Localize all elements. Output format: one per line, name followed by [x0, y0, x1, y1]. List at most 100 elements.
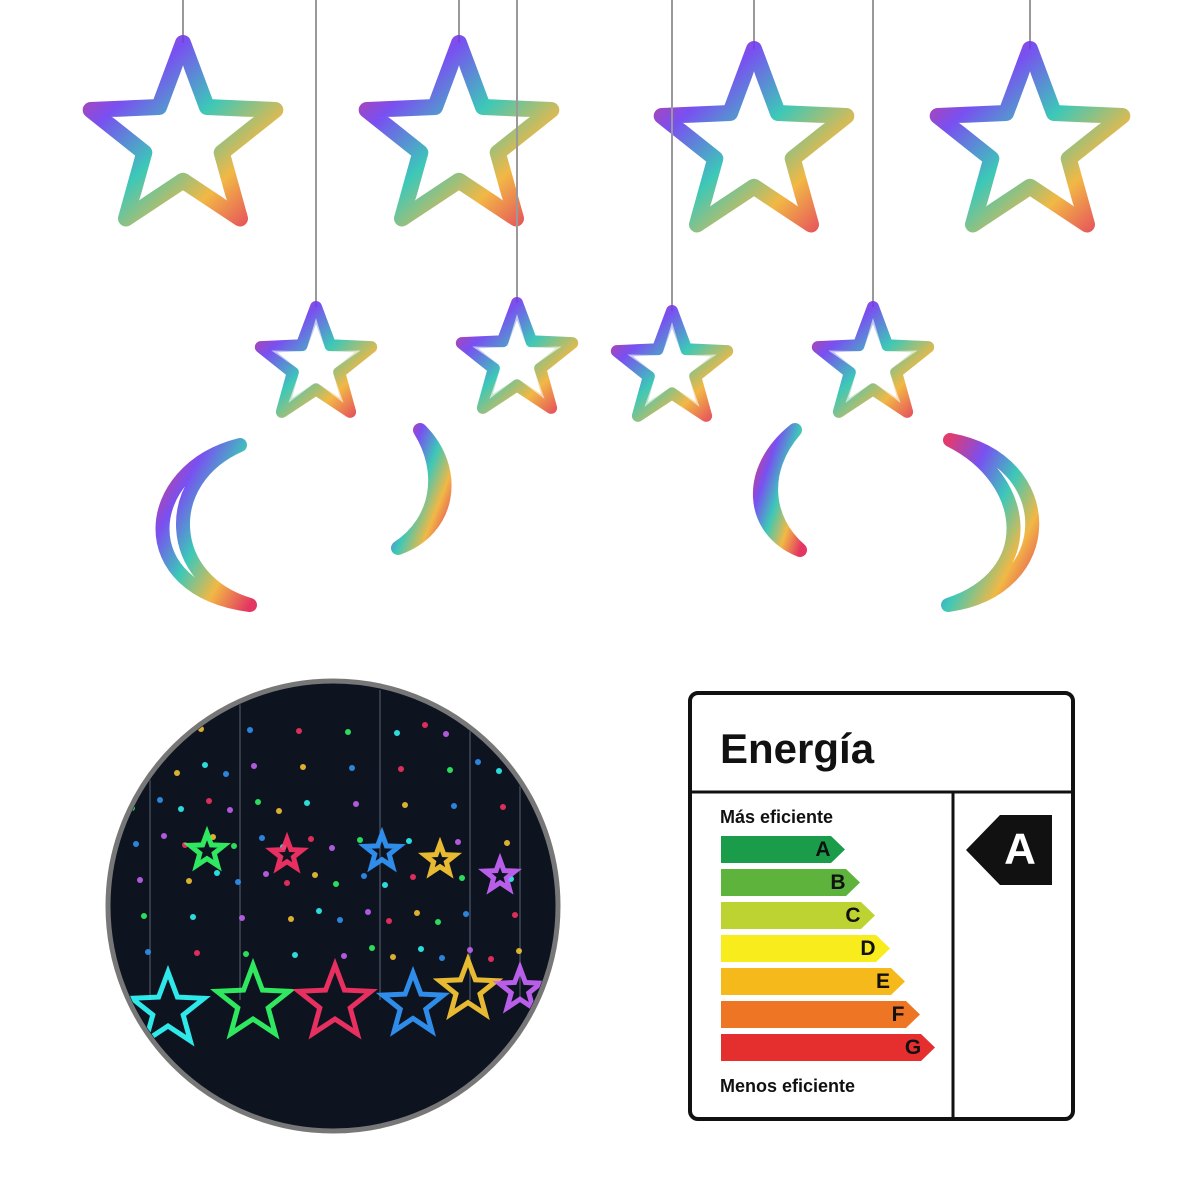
photo-bulb — [357, 837, 363, 843]
photo-bulb — [125, 769, 131, 775]
photo-bulb — [288, 916, 294, 922]
star-light — [82, 35, 284, 227]
photo-bulb — [516, 948, 522, 954]
moon-light — [155, 438, 257, 612]
photo-star — [183, 825, 231, 872]
class-bar — [721, 836, 845, 863]
photo-bulb — [133, 841, 139, 847]
photo-bulb — [178, 806, 184, 812]
photo-bulb — [410, 874, 416, 880]
photo-star — [358, 826, 406, 873]
star-light — [111, 64, 255, 201]
photo-bulb — [292, 952, 298, 958]
photo-star — [375, 965, 451, 1037]
energy-label: Energía Más eficiente Menos eficiente AB… — [688, 691, 1075, 1121]
photo-bulb — [353, 801, 359, 807]
rating-arrow — [966, 815, 1052, 885]
photo-bulb — [455, 839, 461, 845]
product-photo — [105, 678, 561, 1134]
photo-bulb — [451, 803, 457, 809]
photo-bulb — [235, 879, 241, 885]
photo-bulb — [117, 697, 123, 703]
photo-bulb — [475, 759, 481, 765]
photo-bulb — [263, 871, 269, 877]
class-letter: F — [892, 1003, 905, 1026]
photo-star — [265, 831, 309, 874]
moon-light — [753, 423, 807, 557]
photo-bulb — [161, 833, 167, 839]
photo-bulb — [149, 725, 155, 731]
photo-bulb — [214, 870, 220, 876]
star-light — [455, 297, 579, 414]
photo-bulb — [251, 763, 257, 769]
class-bar — [721, 935, 890, 962]
photo-bulb — [206, 798, 212, 804]
class-bar — [721, 1034, 935, 1061]
photo-bulb — [121, 733, 127, 739]
product-lights — [82, 0, 1131, 612]
photo-bulb — [174, 770, 180, 776]
photo-bulb — [349, 765, 355, 771]
star-light — [929, 41, 1131, 233]
photo-star — [418, 836, 462, 879]
photo-bulb — [243, 951, 249, 957]
photo-bulb — [255, 799, 261, 805]
photo-bulb — [157, 797, 163, 803]
photo-bulb — [190, 914, 196, 920]
class-letter: G — [905, 1036, 921, 1059]
label-title: Energía — [720, 725, 875, 772]
photo-bulb — [284, 880, 290, 886]
photo-bulb — [259, 835, 265, 841]
photo-bulb — [406, 838, 412, 844]
photo-bulb — [443, 731, 449, 737]
photo-bulb — [202, 762, 208, 768]
photo-bulb — [467, 947, 473, 953]
photo-bulb — [463, 911, 469, 917]
class-letter: B — [830, 871, 845, 894]
photo-bulb — [496, 768, 502, 774]
photo-bulb — [170, 734, 176, 740]
photo-bulb — [304, 800, 310, 806]
class-letter: A — [815, 838, 830, 861]
moon-light — [941, 433, 1040, 612]
photo-star — [478, 852, 522, 895]
photo-bulb — [402, 802, 408, 808]
photo-bulb — [361, 873, 367, 879]
photo-bulb — [390, 954, 396, 960]
photo-bulb — [194, 950, 200, 956]
bottom-text: Menos eficiente — [720, 1076, 855, 1096]
photo-bulb — [504, 840, 510, 846]
top-text: Más eficiente — [720, 807, 833, 827]
class-bar — [721, 1001, 920, 1028]
photo-bulb — [231, 843, 237, 849]
star-light — [828, 317, 918, 404]
photo-bulb — [312, 872, 318, 878]
photo-star — [292, 957, 378, 1040]
photo-bulb — [247, 727, 253, 733]
photo-bulb — [308, 836, 314, 842]
photo-bulb — [382, 882, 388, 888]
photo-bulb — [435, 919, 441, 925]
photo-bulb — [141, 913, 147, 919]
photo-bulb — [398, 766, 404, 772]
photo-bulb — [492, 732, 498, 738]
photo-bulb — [500, 804, 506, 810]
star-light — [958, 70, 1102, 207]
photo-bulb — [422, 722, 428, 728]
photo-bulb — [386, 918, 392, 924]
star-light — [682, 70, 826, 207]
star-light — [254, 301, 378, 418]
photo-bulb — [369, 945, 375, 951]
class-letter: E — [876, 970, 890, 993]
photo-star — [432, 952, 504, 1021]
photo-star — [210, 957, 296, 1040]
class-bar — [721, 968, 905, 995]
rating-letter: A — [1004, 825, 1036, 874]
photo-bulb — [223, 771, 229, 777]
moon-light — [391, 423, 452, 555]
photo-bulb — [337, 917, 343, 923]
photo-star — [125, 964, 211, 1047]
star-light — [653, 41, 855, 233]
